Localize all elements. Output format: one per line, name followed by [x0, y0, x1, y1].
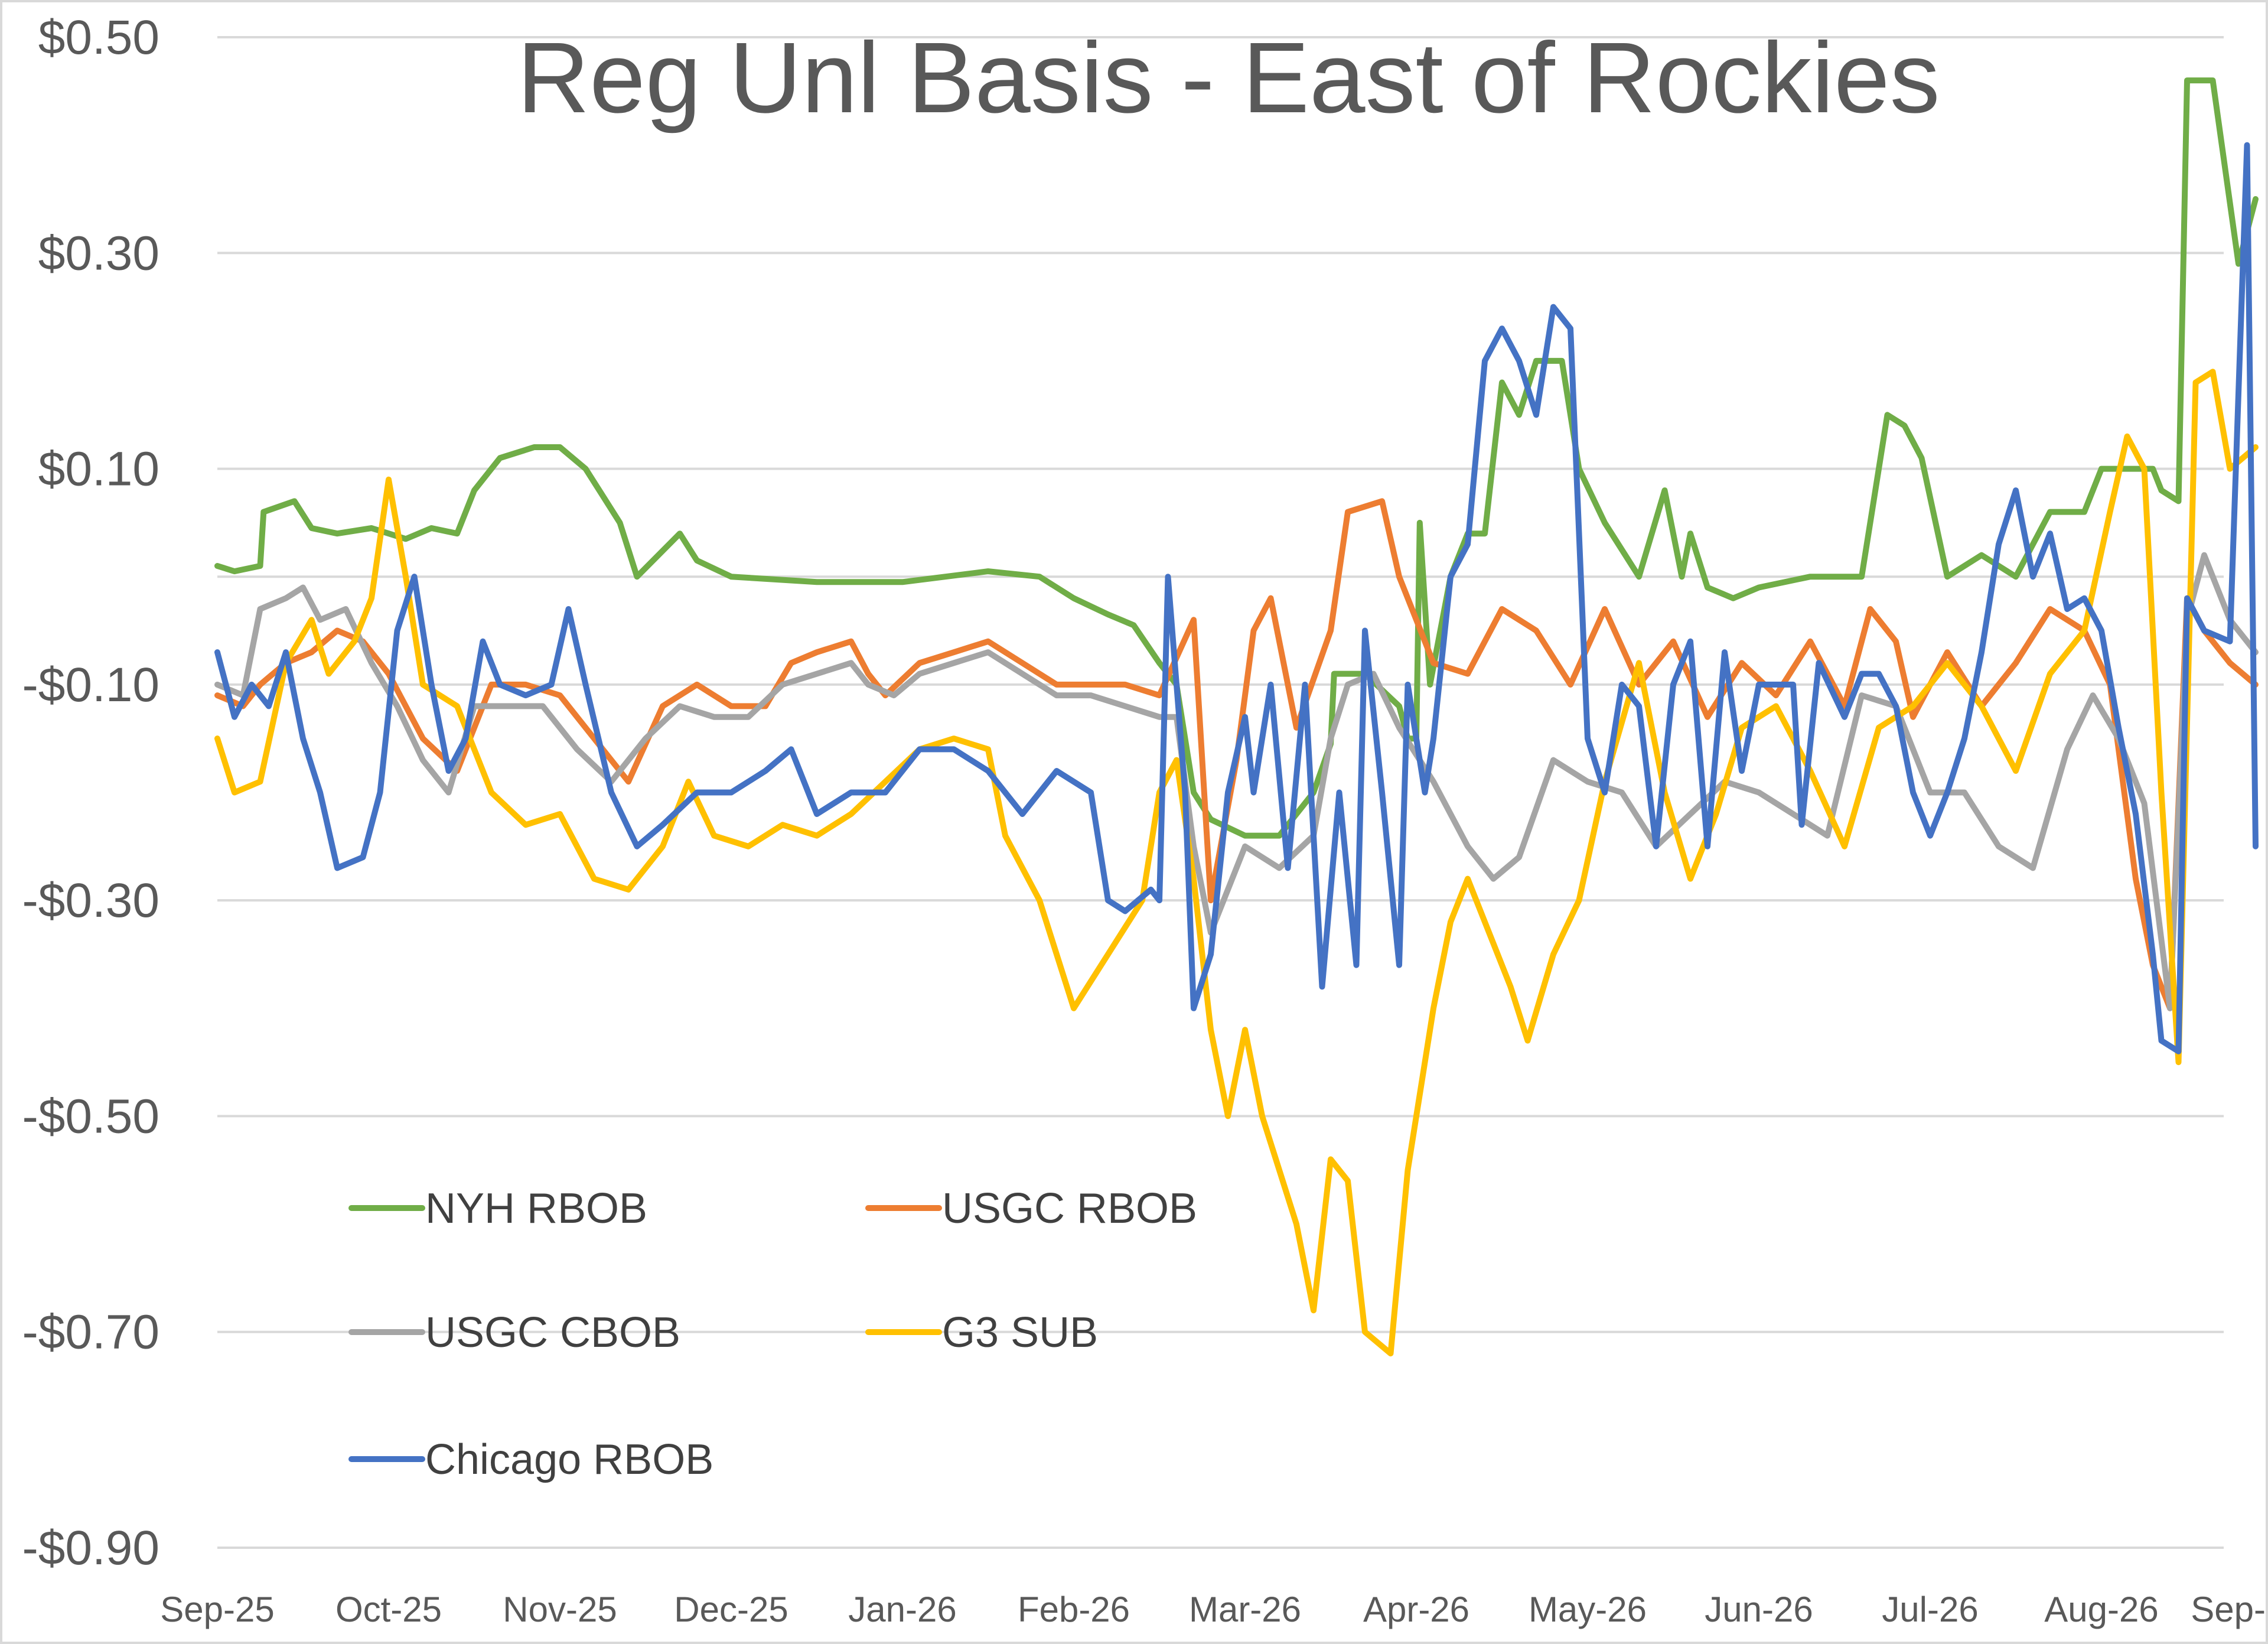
y-tick-label: -$0.90 — [22, 1521, 159, 1575]
series-line-chicago-rbob — [214, 142, 2259, 1054]
series-line-usgc-rbob — [214, 498, 2259, 1011]
x-tick-label: Mar-26 — [1189, 1590, 1301, 1629]
legend-label-g3-sub: G3 SUB — [942, 1309, 1098, 1356]
x-axis-ticks: Sep-25 Oct-25 Nov-25 Dec-25 Jan-26 Feb-26 Mar-… — [160, 1590, 2266, 1629]
y-tick-label: -$0.70 — [22, 1306, 159, 1359]
x-tick-label: Apr-26 — [1363, 1590, 1469, 1629]
legend-label-nyh-rbob: NYH RBOB — [425, 1185, 647, 1232]
series-line-nyh-rbob — [214, 77, 2259, 839]
x-tick-label: Oct-25 — [335, 1590, 442, 1629]
x-tick-label: Jul-26 — [1882, 1590, 1978, 1629]
x-tick-label: Jun-26 — [1705, 1590, 1813, 1629]
y-tick-label: $0.10 — [38, 442, 159, 496]
chart-title: Reg Unl Basis - East of Rockies — [517, 22, 1940, 134]
series-lines — [214, 77, 2259, 1357]
y-tick-label: $0.50 — [38, 11, 159, 64]
x-tick-label: May-26 — [1529, 1590, 1647, 1629]
y-axis-ticks: $0.50 $0.30 $0.10 -$0.10 -$0.30 -$0.50 -$0.70 -… — [22, 11, 159, 1575]
x-tick-label: Feb-26 — [1018, 1590, 1130, 1629]
y-tick-label: -$0.30 — [22, 874, 159, 927]
x-tick-label: Jan-26 — [848, 1590, 956, 1629]
y-tick-label: -$0.10 — [22, 658, 159, 712]
x-tick-label: Sep- — [2191, 1590, 2266, 1629]
x-tick-label: Nov-25 — [503, 1590, 617, 1629]
legend-label-usgc-cbob: USGC CBOB — [425, 1309, 680, 1356]
x-tick-label: Sep-25 — [160, 1590, 274, 1629]
x-tick-label: Aug-26 — [2044, 1590, 2158, 1629]
legend: NYH RBOB USGC RBOB USGC CBOB G3 SUB Chicago … — [348, 1185, 1197, 1483]
y-tick-label: -$0.50 — [22, 1089, 159, 1143]
y-tick-label: $0.30 — [38, 226, 159, 280]
legend-label-usgc-rbob: USGC RBOB — [942, 1185, 1197, 1232]
legend-label-chicago-rbob: Chicago RBOB — [425, 1436, 713, 1483]
gridlines — [217, 36, 2224, 1549]
x-tick-label: Dec-25 — [674, 1590, 788, 1629]
series-line-g3-sub — [214, 369, 2259, 1357]
